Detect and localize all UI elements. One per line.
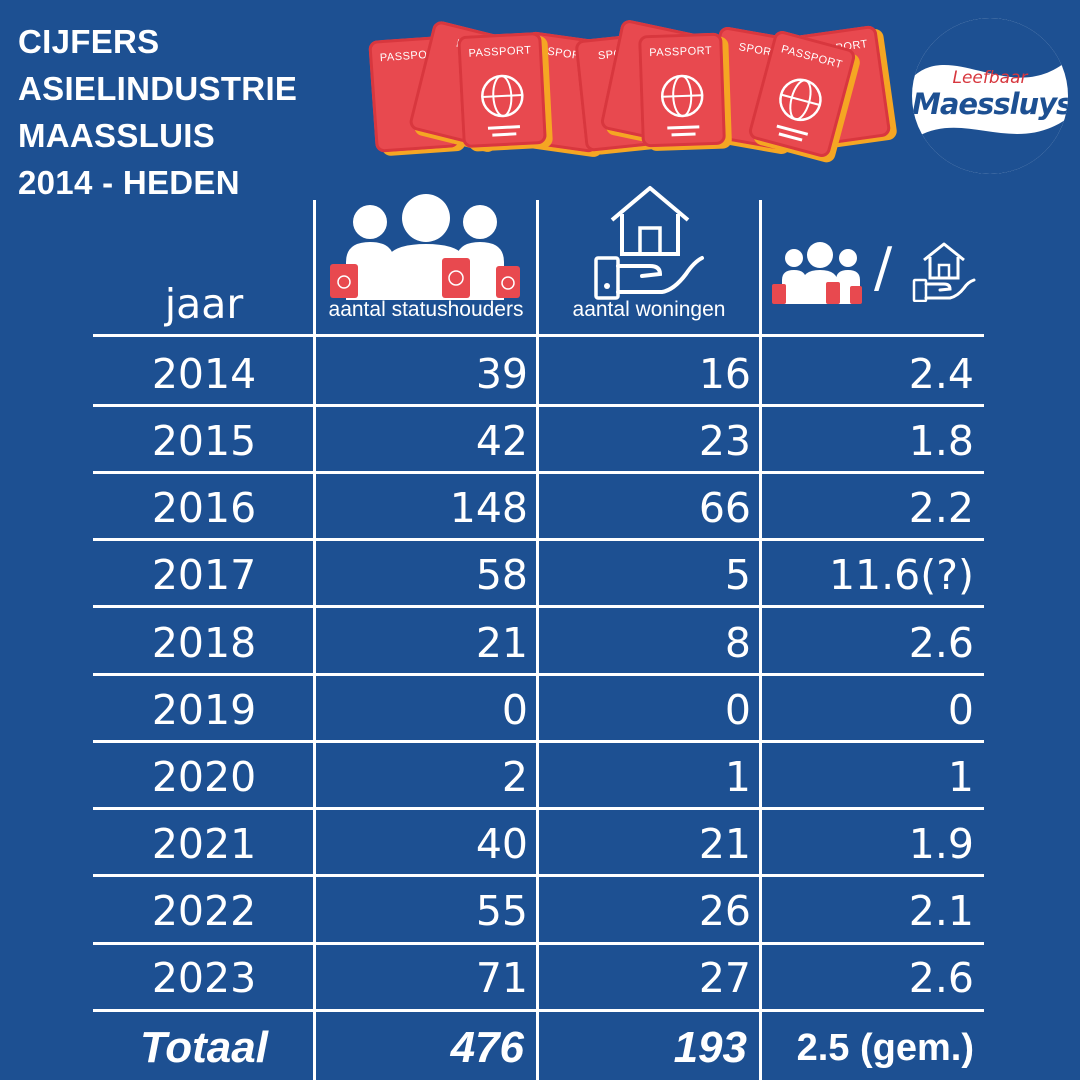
- row-woningen: 27: [698, 954, 751, 1002]
- row-woningen: 5: [724, 551, 751, 599]
- people-icon: [772, 242, 862, 304]
- leefbaar-maessluys-logo: Leefbaar Maessluys: [912, 18, 1068, 174]
- row-woningen: 1: [724, 753, 751, 801]
- statushouders-header-icon: [326, 190, 526, 300]
- row-year: 2018: [151, 619, 257, 667]
- row-ratio: 2.2: [908, 484, 974, 532]
- row-ratio: 2.1: [908, 887, 974, 935]
- row-divider: [93, 334, 984, 337]
- house-in-hand-icon: [912, 242, 976, 302]
- row-woningen: 8: [724, 619, 751, 667]
- row-ratio: 2.6: [908, 954, 974, 1002]
- people-icon: [330, 194, 520, 300]
- row-divider: [93, 807, 984, 810]
- row-year: 2022: [151, 887, 257, 935]
- row-divider: [93, 404, 984, 407]
- row-divider: [93, 740, 984, 743]
- row-ratio: 11.6(?): [828, 551, 974, 599]
- page-title: CIJFERS ASIELINDUSTRIE MAASSLUIS 2014 - …: [18, 18, 297, 206]
- header-year: jaar: [164, 280, 244, 328]
- row-divider: [93, 538, 984, 541]
- column-divider: [313, 200, 316, 1080]
- logo-line2: Maessluys: [912, 87, 1068, 121]
- row-statushouders: 58: [475, 551, 528, 599]
- row-statushouders: 2: [501, 753, 528, 801]
- woningen-header-icon: [590, 184, 710, 300]
- row-ratio: 0: [947, 686, 974, 734]
- row-divider: [93, 874, 984, 877]
- row-year: 2023: [151, 954, 257, 1002]
- column-divider: [759, 200, 762, 1080]
- row-year: 2016: [151, 484, 257, 532]
- row-year: 2019: [151, 686, 257, 734]
- total-ratio: 2.5 (gem.): [796, 1027, 974, 1069]
- total-statushouders: 476: [450, 1023, 524, 1072]
- house-in-hand-icon: [594, 186, 704, 300]
- logo-line1: Leefbaar: [952, 68, 1028, 88]
- row-divider: [93, 673, 984, 676]
- row-woningen: 26: [698, 887, 751, 935]
- row-statushouders: 71: [475, 954, 528, 1002]
- row-divider: [93, 942, 984, 945]
- header-woningen: aantal woningen: [572, 298, 726, 321]
- title-line: CIJFERS: [18, 23, 160, 60]
- total-woningen: 193: [673, 1023, 747, 1072]
- row-statushouders: 42: [475, 417, 528, 465]
- row-woningen: 0: [724, 686, 751, 734]
- row-year: 2015: [151, 417, 257, 465]
- row-ratio: 1.9: [908, 820, 974, 868]
- passport-icon: PASSPORT: [746, 29, 862, 165]
- row-ratio: 1.8: [908, 417, 974, 465]
- row-woningen: 16: [698, 350, 751, 398]
- row-statushouders: 39: [475, 350, 528, 398]
- row-statushouders: 40: [475, 820, 528, 868]
- row-woningen: 66: [698, 484, 751, 532]
- row-statushouders: 0: [501, 686, 528, 734]
- row-statushouders: 21: [475, 619, 528, 667]
- row-woningen: 21: [698, 820, 751, 868]
- row-divider: [93, 605, 984, 608]
- ratio-header-icon: /: [770, 236, 980, 306]
- passport-icon: PASSPORT: [457, 31, 554, 152]
- row-ratio: 1: [947, 753, 974, 801]
- wave-icon: [912, 18, 1068, 174]
- ratio-separator: /: [874, 236, 893, 299]
- title-line: ASIELINDUSTRIE: [18, 70, 298, 107]
- row-divider: [93, 1009, 984, 1012]
- title-line: 2014 - HEDEN: [18, 164, 240, 201]
- row-year: 2017: [151, 551, 257, 599]
- passport-icon: PASSPORT: [638, 32, 733, 152]
- column-divider: [536, 200, 539, 1080]
- row-woningen: 23: [698, 417, 751, 465]
- row-divider: [93, 471, 984, 474]
- row-year: 2020: [151, 753, 257, 801]
- row-ratio: 2.6: [908, 619, 974, 667]
- row-year: 2021: [151, 820, 257, 868]
- row-year: 2014: [151, 350, 257, 398]
- row-statushouders: 55: [475, 887, 528, 935]
- row-ratio: 2.4: [908, 350, 974, 398]
- title-line: MAASSLUIS: [18, 117, 216, 154]
- header-statushouders: aantal statushouders: [328, 298, 524, 321]
- total-label: Totaal: [140, 1023, 268, 1072]
- passport-stack-illustration: PASSPORT SPORT SPORT SPORT PASSPORT PASS…: [360, 18, 900, 168]
- row-statushouders: 148: [449, 484, 528, 532]
